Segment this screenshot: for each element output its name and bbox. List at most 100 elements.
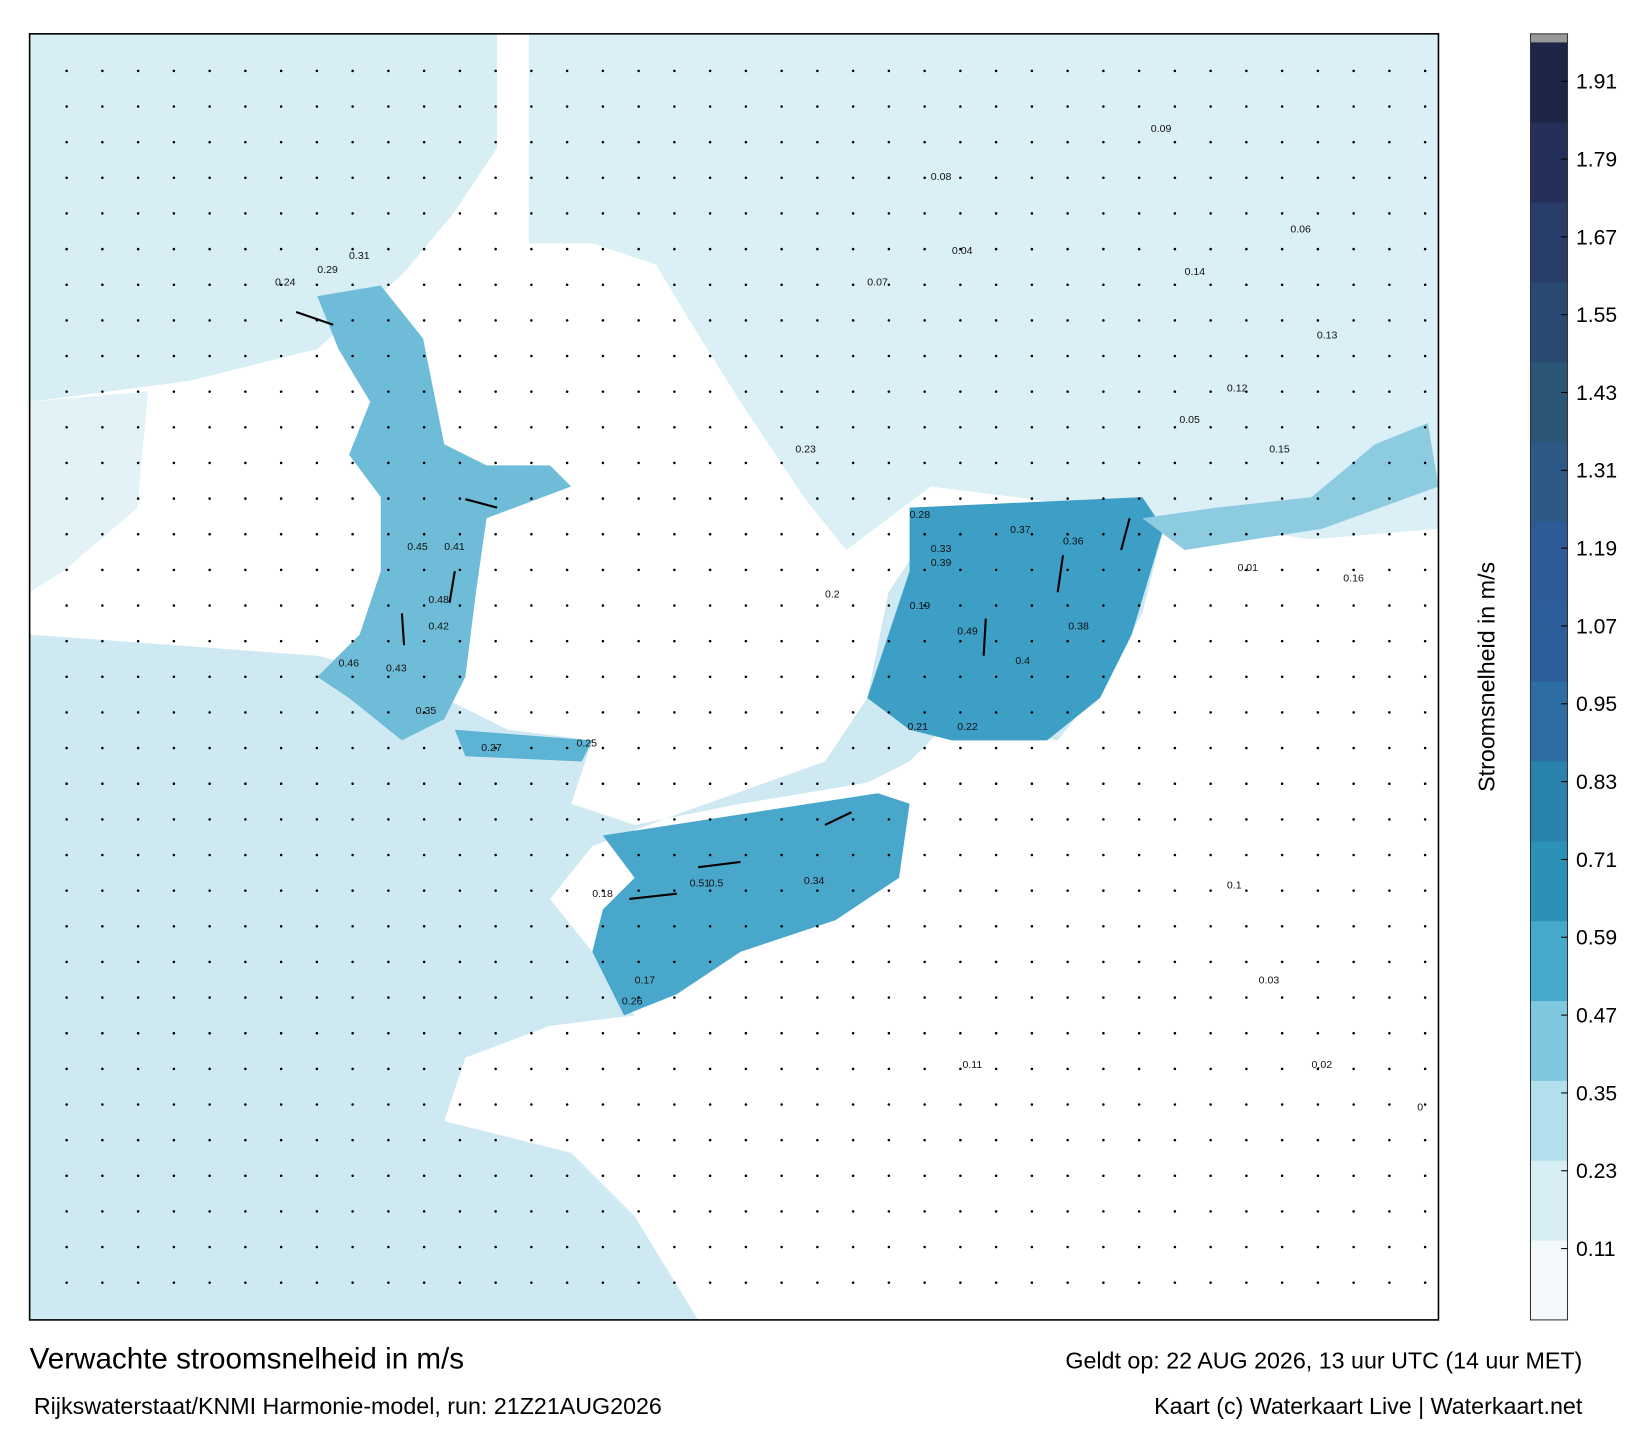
grid-dot	[1245, 283, 1248, 286]
grid-dot	[1388, 639, 1391, 643]
grid-dot	[1245, 568, 1248, 572]
grid-dot	[279, 497, 283, 500]
grid-dot	[136, 497, 140, 500]
grid-dot	[1209, 461, 1212, 465]
grid-dot	[422, 390, 426, 393]
grid-dot	[744, 1281, 748, 1284]
grid-dot	[244, 69, 247, 73]
grid-dot	[244, 818, 247, 821]
grid-dot	[101, 924, 104, 928]
grid-dot	[1316, 176, 1320, 180]
grid-dot	[780, 1103, 783, 1106]
grid-dot	[994, 497, 998, 500]
grid-dot	[530, 1174, 533, 1178]
grid-dot	[994, 746, 998, 750]
colorbar-band	[1530, 1160, 1568, 1241]
grid-dot	[780, 889, 783, 892]
grid-dot	[744, 996, 748, 999]
grid-dot	[565, 960, 569, 964]
grid-dot	[244, 996, 247, 999]
grid-dot	[458, 568, 462, 572]
grid-dot	[458, 1174, 462, 1178]
grid-dot	[1066, 247, 1069, 251]
grid-dot	[494, 69, 497, 73]
grid-dot	[816, 568, 819, 572]
grid-dot	[387, 1067, 390, 1071]
grid-dot	[172, 176, 176, 180]
grid-dot	[1137, 532, 1141, 536]
grid-dot	[1102, 996, 1105, 999]
grid-dot	[851, 782, 855, 785]
grid-dot	[279, 390, 283, 393]
grid-dot	[172, 568, 176, 572]
grid-dot	[387, 604, 390, 607]
grid-dot	[994, 532, 998, 536]
channel	[317, 285, 572, 741]
grid-dot	[816, 604, 819, 607]
grid-dot	[1423, 604, 1427, 607]
grid-dot	[601, 1103, 605, 1106]
grid-dot	[637, 1174, 640, 1178]
grid-dot	[351, 532, 354, 536]
grid-dot	[136, 675, 140, 679]
grid-dot	[744, 247, 748, 251]
grid-dot	[1388, 461, 1391, 465]
flow-arrow	[465, 498, 498, 509]
grid-dot	[1173, 532, 1177, 536]
grid-dot	[1352, 818, 1355, 821]
grid-dot	[1316, 746, 1320, 750]
grid-dot	[172, 960, 176, 964]
grid-dot	[887, 319, 891, 322]
grid-dot	[744, 212, 748, 215]
grid-dot	[1280, 675, 1284, 679]
grid-dot	[351, 568, 354, 572]
grid-dot	[494, 604, 497, 607]
grid-dot	[422, 1031, 426, 1035]
vector-grid	[65, 69, 1427, 1284]
grid-dot	[1173, 960, 1177, 964]
grid-dot	[387, 675, 390, 679]
grid-dot	[351, 390, 354, 393]
grid-dot	[601, 283, 605, 286]
grid-dot	[1102, 212, 1105, 215]
grid-dot	[1352, 1067, 1355, 1071]
grid-dot	[530, 711, 533, 714]
grid-dot	[565, 1067, 569, 1071]
grid-dot	[136, 604, 140, 607]
grid-dot	[1209, 711, 1212, 714]
grid-dot	[422, 996, 426, 999]
grid-dot	[1388, 319, 1391, 322]
grid-dot	[1388, 1103, 1391, 1106]
grid-dot	[1245, 176, 1248, 180]
grid-dot	[994, 1138, 998, 1142]
grid-dot	[637, 889, 640, 892]
grid-dot	[315, 354, 319, 358]
grid-dot	[1388, 212, 1391, 215]
grid-dot	[279, 782, 283, 785]
grid-dot	[1316, 461, 1320, 465]
grid-dot	[1245, 69, 1248, 73]
grid-dot	[65, 140, 68, 144]
grid-dot	[1352, 711, 1355, 714]
grid-dot	[494, 675, 497, 679]
grid-dot	[1173, 889, 1177, 892]
grid-dot	[351, 319, 354, 322]
grid-dot	[1137, 1138, 1141, 1142]
grid-dot	[315, 568, 319, 572]
grid-dot	[279, 924, 283, 928]
grid-dot	[1066, 604, 1069, 607]
grid-dot	[994, 283, 998, 286]
grid-dot	[744, 604, 748, 607]
grid-dot	[601, 1281, 605, 1284]
grid-dot	[315, 996, 319, 999]
grid-dot	[816, 105, 819, 108]
speed-label: 0.08	[931, 171, 952, 183]
grid-dot	[172, 1103, 176, 1106]
grid-dot	[458, 105, 462, 108]
grid-dot	[1137, 247, 1141, 251]
grid-dot	[1388, 568, 1391, 572]
grid-dot	[279, 639, 283, 643]
grid-dot	[923, 782, 926, 785]
grid-dot	[101, 1031, 104, 1035]
